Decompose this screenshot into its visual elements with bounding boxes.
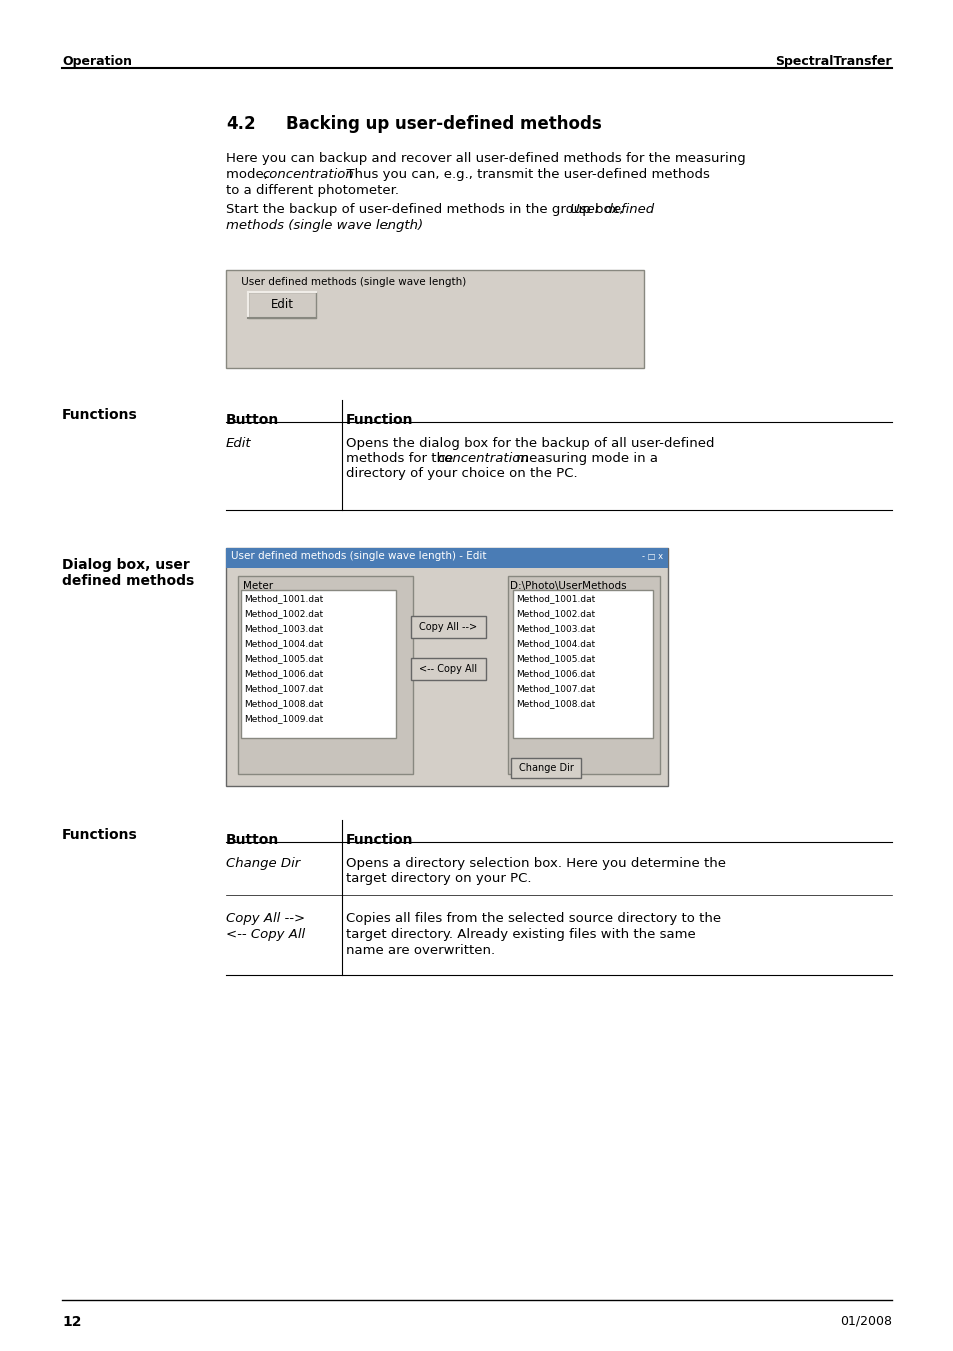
Text: target directory. Already existing files with the same: target directory. Already existing files… <box>346 928 695 942</box>
Text: Method_1007.dat: Method_1007.dat <box>516 684 595 693</box>
Text: Operation: Operation <box>62 55 132 68</box>
Text: Method_1006.dat: Method_1006.dat <box>516 669 595 678</box>
Text: Method_1001.dat: Method_1001.dat <box>244 594 323 603</box>
Bar <box>513 590 652 738</box>
Text: Change Dir: Change Dir <box>226 857 300 870</box>
Text: 4.2: 4.2 <box>226 115 255 132</box>
Bar <box>226 549 667 567</box>
Text: :: : <box>385 219 389 232</box>
Text: Method_1003.dat: Method_1003.dat <box>244 624 323 634</box>
Text: Start the backup of user-defined methods in the group box,: Start the backup of user-defined methods… <box>226 203 627 216</box>
Text: Change Dir: Change Dir <box>518 763 573 773</box>
Text: Method_1004.dat: Method_1004.dat <box>244 639 323 648</box>
Text: name are overwritten.: name are overwritten. <box>346 944 495 957</box>
Bar <box>226 270 643 367</box>
Text: Button: Button <box>226 834 279 847</box>
Bar <box>411 616 485 638</box>
Text: Method_1003.dat: Method_1003.dat <box>516 624 595 634</box>
Text: Dialog box, user: Dialog box, user <box>62 558 190 571</box>
Text: Method_1002.dat: Method_1002.dat <box>244 609 323 617</box>
Text: - □ x: - □ x <box>641 553 662 561</box>
Text: Method_1005.dat: Method_1005.dat <box>516 654 595 663</box>
Bar <box>241 590 395 738</box>
Text: measuring mode in a: measuring mode in a <box>512 453 658 465</box>
Text: User defined: User defined <box>569 203 654 216</box>
Text: Function: Function <box>346 834 413 847</box>
Text: Button: Button <box>226 413 279 427</box>
Text: Method_1008.dat: Method_1008.dat <box>244 698 323 708</box>
Text: Edit: Edit <box>226 436 252 450</box>
Text: Backing up user-defined methods: Backing up user-defined methods <box>286 115 601 132</box>
Text: Edit: Edit <box>271 297 294 311</box>
Bar <box>507 576 659 774</box>
Text: target directory on your PC.: target directory on your PC. <box>346 871 531 885</box>
Text: User defined methods (single wave length) - Edit: User defined methods (single wave length… <box>231 551 486 561</box>
Text: mode,: mode, <box>226 168 272 181</box>
Text: Method_1007.dat: Method_1007.dat <box>244 684 323 693</box>
Text: User defined methods (single wave length): User defined methods (single wave length… <box>237 277 469 286</box>
Text: <-- Copy All: <-- Copy All <box>418 663 476 674</box>
Text: Opens a directory selection box. Here you determine the: Opens a directory selection box. Here yo… <box>346 857 725 870</box>
Text: directory of your choice on the PC.: directory of your choice on the PC. <box>346 467 577 480</box>
Text: D:\Photo\UserMethods: D:\Photo\UserMethods <box>510 581 626 590</box>
Text: Functions: Functions <box>62 408 137 422</box>
Bar <box>248 292 315 317</box>
Text: Functions: Functions <box>62 828 137 842</box>
Text: Method_1001.dat: Method_1001.dat <box>516 594 595 603</box>
Text: Opens the dialog box for the backup of all user-defined: Opens the dialog box for the backup of a… <box>346 436 714 450</box>
Text: Method_1009.dat: Method_1009.dat <box>244 713 323 723</box>
Bar <box>237 576 413 774</box>
Text: Method_1004.dat: Method_1004.dat <box>516 639 595 648</box>
Text: SpectralTransfer: SpectralTransfer <box>775 55 891 68</box>
Text: Method_1002.dat: Method_1002.dat <box>516 609 595 617</box>
Text: methods (single wave length): methods (single wave length) <box>226 219 423 232</box>
Text: 12: 12 <box>62 1315 81 1329</box>
Text: concentration: concentration <box>436 453 528 465</box>
Text: Method_1005.dat: Method_1005.dat <box>244 654 323 663</box>
Text: Here you can backup and recover all user-defined methods for the measuring: Here you can backup and recover all user… <box>226 153 745 165</box>
Bar <box>511 758 580 778</box>
Text: Meter: Meter <box>243 581 273 590</box>
Text: Copies all files from the selected source directory to the: Copies all files from the selected sourc… <box>346 912 720 925</box>
Text: Method_1008.dat: Method_1008.dat <box>516 698 595 708</box>
Text: to a different photometer.: to a different photometer. <box>226 184 398 197</box>
Text: defined methods: defined methods <box>62 574 194 588</box>
Text: 01/2008: 01/2008 <box>840 1315 891 1328</box>
Text: Function: Function <box>346 413 413 427</box>
Bar <box>226 549 667 786</box>
Text: Copy All -->: Copy All --> <box>226 912 305 925</box>
Text: concentration: concentration <box>262 168 354 181</box>
Bar <box>411 658 485 680</box>
Text: Method_1006.dat: Method_1006.dat <box>244 669 323 678</box>
Text: Copy All -->: Copy All --> <box>418 621 476 632</box>
Text: methods for the: methods for the <box>346 453 457 465</box>
Text: . Thus you can, e.g., transmit the user-defined methods: . Thus you can, e.g., transmit the user-… <box>337 168 709 181</box>
Text: <-- Copy All: <-- Copy All <box>226 928 305 942</box>
